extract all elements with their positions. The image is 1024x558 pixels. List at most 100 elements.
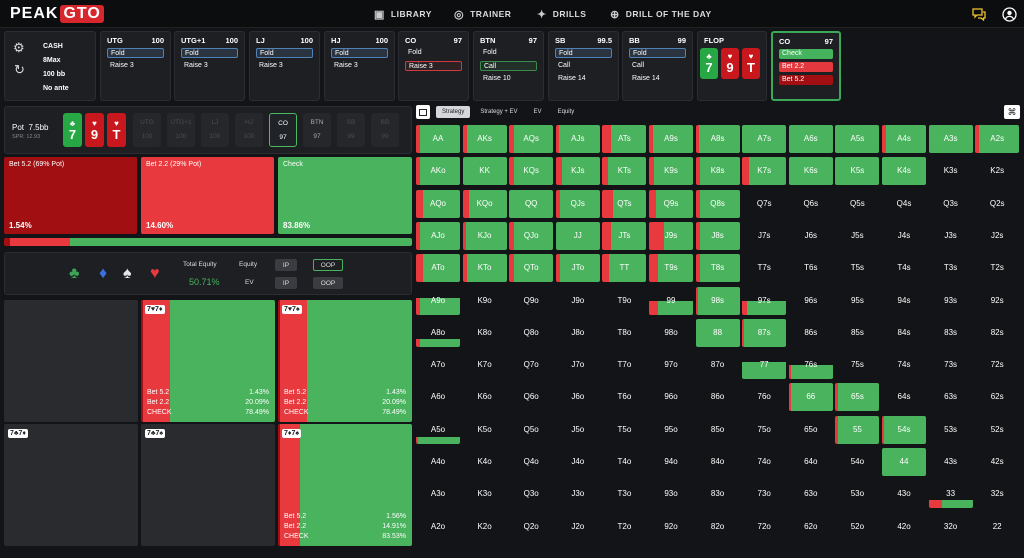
hand-cell-98s[interactable]: 98s (695, 286, 740, 315)
strategy-bet-2-2[interactable]: Bet 2.2 (29% Pot) 14.60% (141, 157, 274, 234)
nav-library[interactable]: ▣ LIBRARY (374, 8, 432, 21)
hand-cell-t7o[interactable]: T7o (602, 351, 647, 380)
hand-cell-a9s[interactable]: A9s (649, 125, 693, 153)
game-settings-panel[interactable]: ⚙ ↻ CASH 8Max 100 bb No ante (4, 31, 96, 101)
hand-cell-a2o[interactable]: A2o (416, 512, 460, 541)
hand-cell-66[interactable]: 66 (788, 383, 833, 412)
hand-cell-k9o[interactable]: K9o (462, 286, 507, 315)
combo-cell[interactable]: 7♣7♠ (141, 424, 275, 546)
hand-cell-a7o[interactable]: A7o (416, 351, 460, 380)
seq-box-btn[interactable]: BTN 97 Fold Call Raise 10 (473, 31, 544, 101)
hand-cell-86o[interactable]: 86o (695, 383, 740, 412)
hand-cell-q8s[interactable]: Q8s (695, 189, 740, 218)
hand-cell-84s[interactable]: 84s (882, 318, 926, 347)
hand-cell-j8s[interactable]: J8s (695, 221, 740, 250)
seq-action[interactable]: Fold (408, 49, 422, 56)
hand-cell-kts[interactable]: KTs (602, 157, 647, 186)
hand-cell-a8s[interactable]: A8s (695, 125, 740, 153)
hand-cell-96o[interactable]: 96o (649, 383, 693, 412)
seq-action[interactable]: Raise 3 (405, 61, 462, 71)
settings-gear-icon[interactable]: ⚙ (13, 40, 25, 55)
hand-cell-k8o[interactable]: K8o (462, 318, 507, 347)
peakgto-logo[interactable]: PEAK GTO (10, 5, 104, 23)
hand-cell-83o[interactable]: 83o (695, 480, 740, 509)
hand-cell-q3o[interactable]: Q3o (509, 480, 554, 509)
hand-cell-t3s[interactable]: T3s (928, 254, 973, 283)
strategy-check[interactable]: Check 83.86% (278, 157, 412, 234)
seq-action[interactable]: Raise 14 (558, 75, 586, 82)
hand-cell-92s[interactable]: 92s (975, 286, 1020, 315)
hand-cell-k9s[interactable]: K9s (649, 157, 693, 186)
combo-cell[interactable]: 7♦7♠ Bet 5.2 1.56% Bet 2.2 14.91% CHECK 83.53% (278, 424, 412, 546)
hand-cell-76o[interactable]: 76o (742, 383, 787, 412)
hand-cell-tt[interactable]: TT (602, 254, 647, 283)
hand-cell-32o[interactable]: 32o (928, 512, 973, 541)
hand-cell-75o[interactable]: 75o (742, 415, 787, 444)
seq-action[interactable]: Fold (181, 48, 238, 58)
hand-cell-k2s[interactable]: K2s (975, 157, 1020, 186)
hand-cell-aqs[interactable]: AQs (509, 125, 554, 153)
hand-cell-95s[interactable]: 95s (835, 286, 880, 315)
hand-cell-t5o[interactable]: T5o (602, 415, 647, 444)
hand-cell-95o[interactable]: 95o (649, 415, 693, 444)
hand-cell-t6o[interactable]: T6o (602, 383, 647, 412)
hand-cell-t7s[interactable]: T7s (742, 254, 787, 283)
seq-box-hj[interactable]: HJ 100 Fold Raise 3 (324, 31, 395, 101)
hand-cell-86s[interactable]: 86s (788, 318, 833, 347)
hand-cell-q6o[interactable]: Q6o (509, 383, 554, 412)
hand-cell-52o[interactable]: 52o (835, 512, 880, 541)
hand-cell-99[interactable]: 99 (649, 286, 693, 315)
seq-action[interactable]: Raise 3 (184, 62, 208, 69)
hand-cell-96s[interactable]: 96s (788, 286, 833, 315)
seq-action[interactable]: Call (632, 62, 645, 69)
seq-box-utgplus1[interactable]: UTG+1 100 Fold Raise 3 (174, 31, 245, 101)
club-filter-icon[interactable]: ♣ (69, 265, 80, 282)
hand-cell-ako[interactable]: AKo (416, 157, 460, 186)
hand-cell-q2s[interactable]: Q2s (975, 189, 1020, 218)
hand-cell-k4s[interactable]: K4s (882, 157, 926, 186)
hand-cell-85s[interactable]: 85s (835, 318, 880, 347)
hand-cell-q9s[interactable]: Q9s (649, 189, 693, 218)
hand-cell-q4o[interactable]: Q4o (509, 448, 554, 476)
hand-cell-43o[interactable]: 43o (882, 480, 926, 509)
hand-cell-j4s[interactable]: J4s (882, 221, 926, 250)
hand-cell-93o[interactable]: 93o (649, 480, 693, 509)
hand-cell-kqo[interactable]: KQo (462, 189, 507, 218)
seq-box-co[interactable]: CO 97 Fold Raise 3 (398, 31, 469, 101)
hand-cell-t3o[interactable]: T3o (602, 480, 647, 509)
hand-cell-85o[interactable]: 85o (695, 415, 740, 444)
hand-cell-64o[interactable]: 64o (788, 448, 833, 476)
action-check[interactable]: Check (779, 49, 833, 59)
equity-oop-toggle[interactable]: OOP (313, 259, 343, 271)
hand-cell-t4o[interactable]: T4o (602, 448, 647, 476)
hand-cell-a4s[interactable]: A4s (882, 125, 926, 153)
hand-cell-65s[interactable]: 65s (835, 383, 880, 412)
hand-cell-k7o[interactable]: K7o (462, 351, 507, 380)
hand-cell-aks[interactable]: AKs (462, 125, 507, 153)
hand-cell-q5o[interactable]: Q5o (509, 415, 554, 444)
position-btn-utgplus1[interactable]: UTG+1 100 (167, 113, 195, 147)
hand-cell-53s[interactable]: 53s (928, 415, 973, 444)
position-btn-co[interactable]: CO 97 (269, 113, 297, 147)
user-account-icon[interactable] (1001, 6, 1017, 22)
hand-cell-a3s[interactable]: A3s (928, 125, 973, 153)
hand-cell-a9o[interactable]: A9o (416, 286, 460, 315)
hand-cell-ats[interactable]: ATs (602, 125, 647, 153)
position-btn-sb[interactable]: SB 99 (337, 113, 365, 147)
hand-cell-k6s[interactable]: K6s (788, 157, 833, 186)
seq-action[interactable]: Call (558, 62, 571, 69)
hand-cell-kjo[interactable]: KJo (462, 221, 507, 250)
position-btn-hj[interactable]: HJ 100 (235, 113, 263, 147)
hand-cell-42s[interactable]: 42s (975, 448, 1020, 476)
hand-cell-98o[interactable]: 98o (649, 318, 693, 347)
seq-action[interactable]: Fold (555, 48, 612, 58)
ev-ip-toggle[interactable]: IP (275, 277, 297, 289)
hand-cell-88[interactable]: 88 (695, 318, 740, 347)
hand-cell-qts[interactable]: QTs (602, 189, 647, 218)
hand-cell-77[interactable]: 77 (742, 351, 787, 380)
hand-cell-j4o[interactable]: J4o (555, 448, 600, 476)
seq-action[interactable]: Raise 14 (632, 75, 660, 82)
hand-cell-87s[interactable]: 87s (742, 318, 787, 347)
heart-filter-icon[interactable]: ♥ (150, 265, 160, 282)
hand-cell-32s[interactable]: 32s (975, 480, 1020, 509)
